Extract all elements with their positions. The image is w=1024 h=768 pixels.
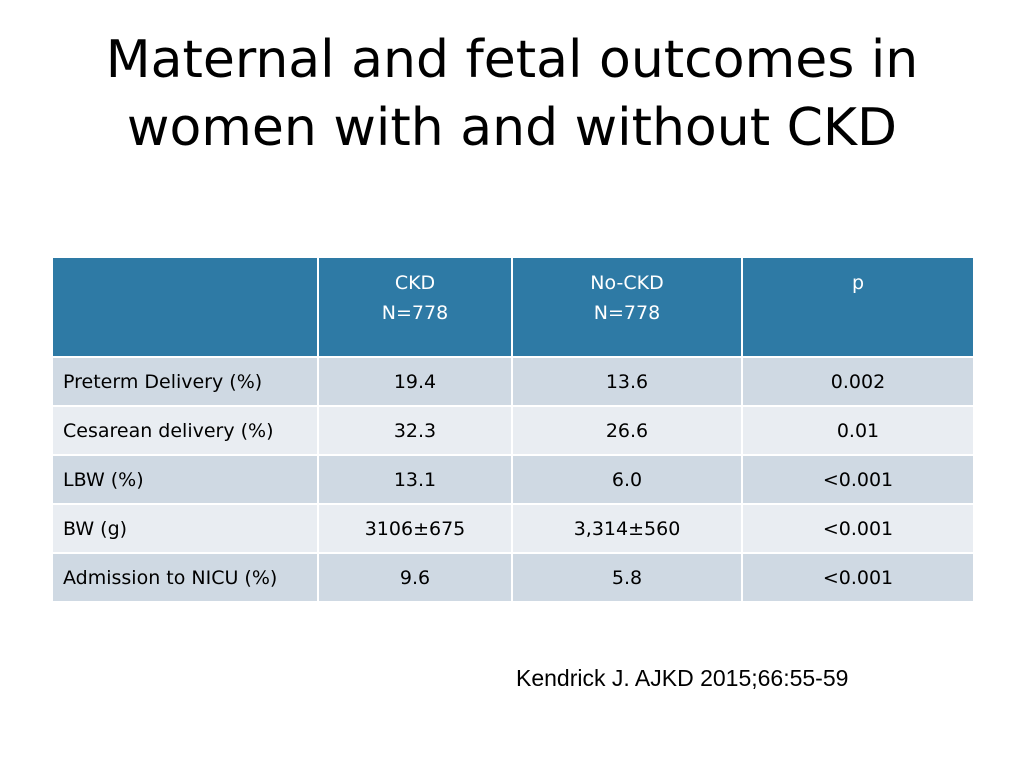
row-label: BW (g) [51,503,319,554]
table-row: BW (g) 3106±675 3,314±560 <0.001 [51,503,975,554]
ckd-value: 9.6 [317,552,513,603]
no-ckd-value: 6.0 [511,454,743,505]
slide-title-line-1: Maternal and fetal outcomes in [105,30,919,90]
header-p-value: p [741,256,975,358]
ckd-value: 3106±675 [317,503,513,554]
table-row: Preterm Delivery (%) 19.4 13.6 0.002 [51,356,975,407]
ckd-value: 19.4 [317,356,513,407]
header-no-ckd-n: N=778 [593,302,661,324]
no-ckd-value: 26.6 [511,405,743,456]
ckd-value: 13.1 [317,454,513,505]
row-label: Preterm Delivery (%) [51,356,319,407]
slide-title-line-2: women with and without CKD [126,98,898,158]
header-ckd-label: CKD [394,272,436,294]
p-value: 0.002 [741,356,975,407]
table-header-row: CKD N=778 No-CKD N=778 p [51,256,975,358]
header-p-label: p [851,272,865,294]
no-ckd-value: 5.8 [511,552,743,603]
table-row: LBW (%) 13.1 6.0 <0.001 [51,454,975,505]
row-label: Admission to NICU (%) [51,552,319,603]
no-ckd-value: 13.6 [511,356,743,407]
slide-title: Maternal and fetal outcomes in women wit… [0,26,1024,162]
p-value: <0.001 [741,503,975,554]
header-no-ckd: No-CKD N=778 [511,256,743,358]
row-label: LBW (%) [51,454,319,505]
header-ckd: CKD N=778 [317,256,513,358]
table-row: Admission to NICU (%) 9.6 5.8 <0.001 [51,552,975,603]
row-label: Cesarean delivery (%) [51,405,319,456]
p-value: 0.01 [741,405,975,456]
header-empty-cell [51,256,319,358]
header-ckd-n: N=778 [381,302,449,324]
p-value: <0.001 [741,552,975,603]
header-no-ckd-label: No-CKD [590,272,664,294]
ckd-value: 32.3 [317,405,513,456]
no-ckd-value: 3,314±560 [511,503,743,554]
citation: Kendrick J. AJKD 2015;66:55-59 [516,665,849,691]
p-value: <0.001 [741,454,975,505]
table-row: Cesarean delivery (%) 32.3 26.6 0.01 [51,405,975,456]
outcomes-table: CKD N=778 No-CKD N=778 p Preterm Deliver… [51,256,975,603]
